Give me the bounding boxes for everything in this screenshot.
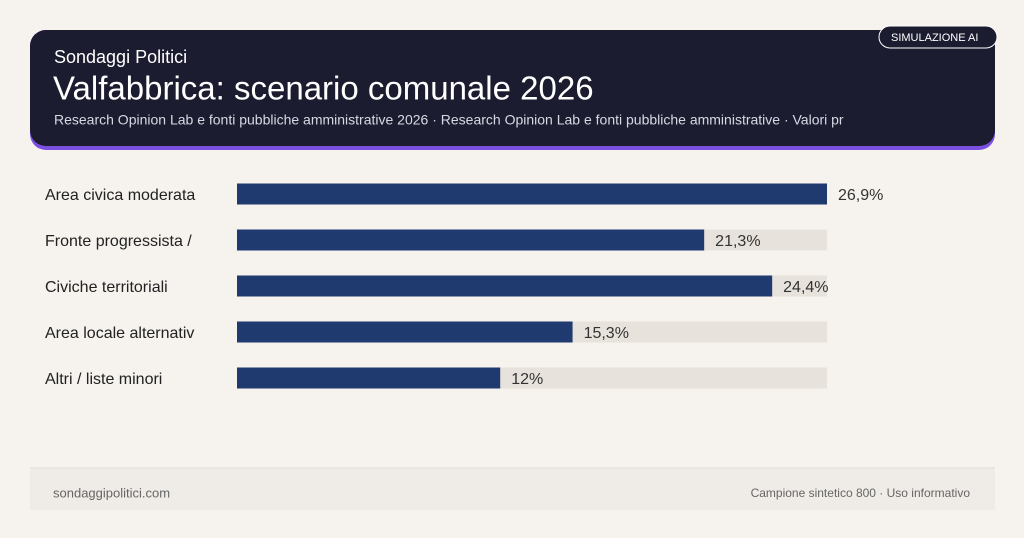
category-label: Altri / liste minori xyxy=(45,371,162,388)
value-label: 15,3% xyxy=(584,325,629,342)
category-label: Civiche territoriali xyxy=(45,279,168,296)
footer-right: Campione sintetico 800 · Uso informativo xyxy=(751,486,971,500)
footer xyxy=(30,469,995,510)
badge xyxy=(878,25,998,49)
header-card xyxy=(30,30,995,146)
badge-text: SIMULAZIONE AI xyxy=(891,32,978,44)
bar xyxy=(237,367,501,389)
value-label: 26,9% xyxy=(838,187,883,204)
category-label: Area civica moderata xyxy=(45,187,195,204)
bar xyxy=(237,183,827,205)
value-label: 24,4% xyxy=(783,279,828,296)
category-label: Fronte progressista / xyxy=(45,233,192,250)
bar xyxy=(237,229,705,251)
value-label: 21,3% xyxy=(715,233,760,250)
subtitle: Research Opinion Lab e fonti pubbliche a… xyxy=(54,112,844,128)
value-label: 12% xyxy=(511,371,543,388)
bar xyxy=(237,321,573,343)
footer-left: sondaggipolitici.com xyxy=(53,485,170,500)
category-label: Area locale alternativ xyxy=(45,325,194,342)
kicker: Sondaggi Politici xyxy=(54,47,187,67)
bar xyxy=(237,275,773,297)
title: Valfabbrica: scenario comunale 2026 xyxy=(53,70,594,107)
